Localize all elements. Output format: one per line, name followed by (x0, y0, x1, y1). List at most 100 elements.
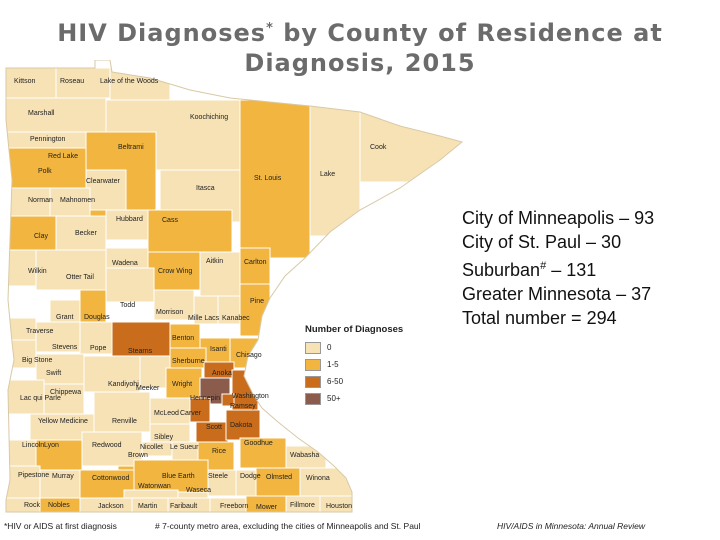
county-label-lyon: Lyon (44, 442, 59, 449)
county-benton (169, 323, 201, 349)
county-label-douglas: Douglas (84, 314, 110, 321)
county-label-stearns: Stearns (128, 348, 153, 355)
state-outline (5, 60, 464, 513)
legend-label: 50+ (327, 394, 341, 403)
county-pine (239, 283, 271, 337)
county-label-mille-lacs: Mille Lacs (188, 315, 220, 322)
county-label-steele: Steele (208, 473, 228, 480)
title-line2: Diagnosis, 2015 (244, 49, 476, 77)
county-lyon (35, 439, 83, 471)
county-label-lake: Lake (320, 171, 335, 178)
county-label-pennington: Pennington (30, 136, 66, 143)
county-label-mcleod: McLeod (154, 410, 179, 417)
county-label-cook: Cook (370, 144, 387, 151)
county-label-pope: Pope (90, 345, 106, 352)
county-label-lake-of-the-woods: Lake of the Woods (100, 78, 159, 85)
county-label-sherburne: Sherburne (172, 358, 205, 365)
footnote-suburban: # 7-county metro area, excluding the cit… (155, 521, 421, 531)
county-label-polk: Polk (38, 168, 52, 175)
county-label-dodge: Dodge (240, 473, 261, 480)
county-label-nicollet: Nicollet (140, 444, 163, 451)
county-label-beltrami: Beltrami (118, 144, 144, 151)
county-label-aitkin: Aitkin (206, 258, 223, 265)
county-todd (105, 267, 155, 303)
county-murray (39, 469, 81, 499)
county-kandiyohi (83, 355, 141, 393)
legend-item: 50+ (305, 390, 425, 407)
county-hubbard (105, 209, 149, 241)
map-title: HIV Diagnoses* by County of Residence at… (40, 14, 680, 78)
county-label-mahnomen: Mahnomen (60, 197, 95, 204)
county-label-carlton: Carlton (244, 259, 267, 266)
county-label-roseau: Roseau (60, 78, 84, 85)
legend-item: 0 (305, 339, 425, 356)
county-label-watonwan: Watonwan (138, 483, 171, 490)
county-label-pipestone: Pipestone (18, 472, 49, 479)
stat-suburban: Suburban# – 131 (462, 254, 712, 282)
county-label-becker: Becker (75, 230, 97, 237)
title-text-cont: by County of Residence at (273, 19, 663, 47)
stat-suburban-value: – 131 (546, 260, 597, 280)
county-label-scott: Scott (206, 424, 222, 431)
stat-st-paul: City of St. Paul – 30 (462, 232, 622, 252)
county-label-meeker: Meeker (136, 385, 160, 392)
county-label-st-louis: St. Louis (254, 175, 282, 182)
legend-label: 0 (327, 343, 332, 352)
legend-item: 6-50 (305, 373, 425, 390)
county-polk (6, 147, 87, 189)
county-label-crow-wing: Crow Wing (158, 268, 192, 275)
stat-suburban-mark: # (540, 260, 547, 272)
county-label-wadena: Wadena (112, 260, 138, 267)
county-label-swift: Swift (46, 370, 61, 377)
legend-label: 6-50 (327, 377, 344, 386)
county-label-otter-tail: Otter Tail (66, 274, 94, 281)
county-label-dakota: Dakota (230, 422, 252, 429)
county-label-isanti: Isanti (210, 346, 227, 353)
county-label-kanabec: Kanabec (222, 315, 250, 322)
county-label-murray: Murray (52, 473, 74, 480)
county-label-anoka: Anoka (212, 370, 232, 377)
legend-swatch (305, 341, 321, 354)
title-text: HIV Diagnoses (57, 19, 267, 47)
county-label-jackson: Jackson (98, 503, 124, 510)
stat-greater-minnesota: Greater Minnesota – 37 (462, 284, 652, 304)
county-label-chippewa: Chippewa (50, 389, 81, 396)
county-label-sibley: Sibley (154, 434, 174, 441)
minnesota-county-map: Kittson Roseau Lake of the Woods Marshall Ko… (5, 60, 464, 513)
county-ramsey (221, 393, 235, 407)
county-kanabec (217, 295, 241, 325)
county-cass (147, 209, 233, 253)
county-label-norman: Norman (28, 197, 53, 204)
legend-swatch (305, 392, 321, 405)
county-label-wright: Wright (172, 381, 192, 388)
county-label-marshall: Marshall (28, 110, 55, 117)
county-mille-lacs (193, 295, 219, 325)
county-label-wilkin: Wilkin (28, 268, 47, 275)
county-lake (309, 105, 361, 237)
county-st-louis (239, 99, 311, 259)
county-label-kandiyohi: Kandiyohi (108, 381, 139, 388)
county-label-houston: Houston (326, 503, 352, 510)
county-label-stevens: Stevens (52, 344, 78, 351)
county-label-traverse: Traverse (26, 328, 53, 335)
county-lac-qui-parle (6, 379, 45, 415)
county-label-red-lake: Red Lake (48, 153, 78, 160)
county-label-ramsey: Ramsey (230, 403, 256, 410)
county-dakota (225, 409, 261, 441)
county-label-clay: Clay (34, 233, 49, 240)
legend-label: 1-5 (327, 360, 339, 369)
county-renville (93, 391, 151, 433)
stat-minneapolis: City of Minneapolis – 93 (462, 208, 655, 228)
legend-swatch (305, 375, 321, 388)
legend-item: 1-5 (305, 356, 425, 373)
county-stearns (111, 321, 171, 357)
county-label-winona: Winona (306, 475, 330, 482)
county-label-renville: Renville (112, 418, 137, 425)
county-label-hubbard: Hubbard (116, 216, 143, 223)
county-pipestone (6, 465, 41, 499)
stat-total: Total number = 294 (462, 308, 617, 328)
county-label-cass: Cass (162, 217, 178, 224)
legend-title: Number of Diagnoses (305, 324, 404, 335)
county-becker (55, 215, 107, 251)
county-label-clearwater: Clearwater (86, 178, 121, 185)
